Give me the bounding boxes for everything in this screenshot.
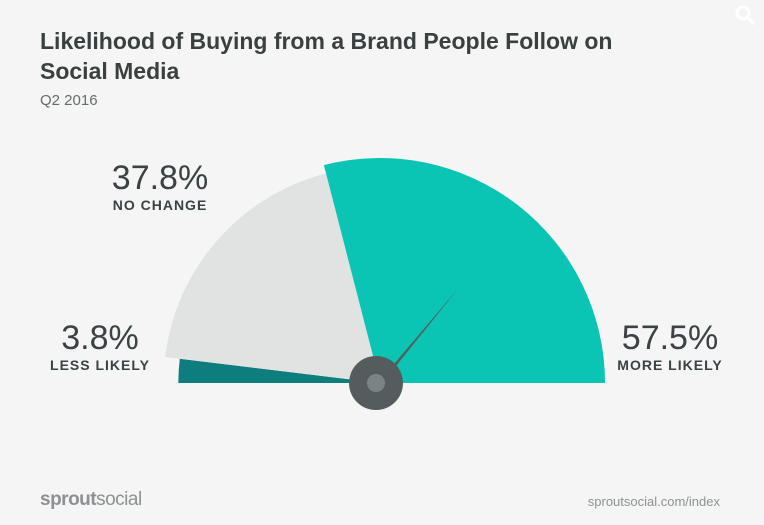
chart-title: Likelihood of Buying from a Brand People… bbox=[40, 28, 613, 84]
search-icon bbox=[735, 5, 755, 25]
gauge-hub-center bbox=[367, 374, 385, 392]
slice-category-less-likely: LESS LIKELY bbox=[50, 357, 150, 373]
gauge-slice-less-likely bbox=[178, 358, 380, 383]
gauge-needle bbox=[373, 289, 458, 389]
search-button[interactable] bbox=[734, 4, 756, 26]
slice-label-less-likely: 3.8% LESS LIKELY bbox=[40, 320, 160, 374]
slice-category-no-change: NO CHANGE bbox=[112, 197, 208, 213]
chart-subtitle: Q2 2016 bbox=[40, 92, 98, 109]
slice-label-more-likely: 57.5% MORE LIKELY bbox=[608, 320, 732, 374]
gauge-slice-no-change bbox=[165, 173, 380, 383]
sproutsocial-logo: sproutsocial bbox=[40, 489, 142, 511]
slice-category-more-likely: MORE LIKELY bbox=[617, 357, 723, 373]
source-link[interactable]: sproutsocial.com/index bbox=[587, 494, 720, 509]
logo-word-social: social bbox=[96, 489, 142, 510]
gauge-slice-more-likely bbox=[323, 158, 606, 383]
slice-value-less-likely: 3.8% bbox=[61, 319, 139, 357]
slice-value-no-change: 37.8% bbox=[111, 159, 209, 197]
logo-word-sprout: sprout bbox=[40, 489, 97, 510]
slice-label-no-change: 37.8% NO CHANGE bbox=[100, 160, 220, 214]
slice-value-more-likely: 57.5% bbox=[621, 319, 719, 357]
